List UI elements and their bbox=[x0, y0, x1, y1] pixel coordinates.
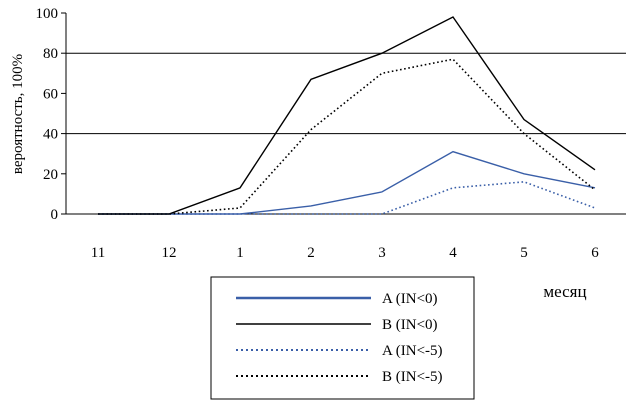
series-line-2 bbox=[98, 16, 596, 215]
y-tick-label: 60 bbox=[43, 86, 58, 102]
legend-label: A (IN<0) bbox=[382, 291, 438, 307]
x-tick-label: 6 bbox=[591, 245, 599, 261]
axes bbox=[65, 13, 626, 215]
legend-label: B (IN<0) bbox=[382, 317, 438, 333]
y-tick-label: 20 bbox=[43, 167, 58, 183]
x-tick-labels: 11 12 1 2 3 4 5 6 bbox=[91, 245, 599, 261]
series-line-3 bbox=[98, 181, 596, 215]
x-tick-label: 2 bbox=[307, 245, 315, 261]
y-tick-label: 0 bbox=[51, 207, 59, 223]
series-line-4 bbox=[98, 58, 596, 215]
x-tick-label: 3 bbox=[378, 245, 386, 261]
x-tick-label: 4 bbox=[449, 245, 457, 261]
y-tick-label: 40 bbox=[43, 127, 58, 143]
y-tick-labels: 0 20 40 60 80 100 bbox=[36, 6, 66, 223]
x-tick-label: 11 bbox=[91, 245, 105, 261]
y-axis-label: вероятность, 100% bbox=[10, 54, 26, 174]
legend-label: B (IN<-5) bbox=[382, 369, 443, 385]
gridlines bbox=[66, 52, 626, 135]
x-tick-label: 12 bbox=[162, 245, 177, 261]
x-axis-label: месяц bbox=[543, 282, 586, 301]
x-tick-label: 5 bbox=[520, 245, 528, 261]
legend-label: A (IN<-5) bbox=[382, 343, 443, 359]
series-line-1 bbox=[98, 150, 596, 215]
x-tick-label: 1 bbox=[236, 245, 244, 261]
legend: A (IN<0) B (IN<0) A (IN<-5) B (IN<-5) bbox=[210, 276, 475, 400]
series-lines bbox=[98, 16, 596, 215]
y-tick-label: 100 bbox=[36, 6, 59, 22]
y-tick-label: 80 bbox=[43, 46, 58, 62]
